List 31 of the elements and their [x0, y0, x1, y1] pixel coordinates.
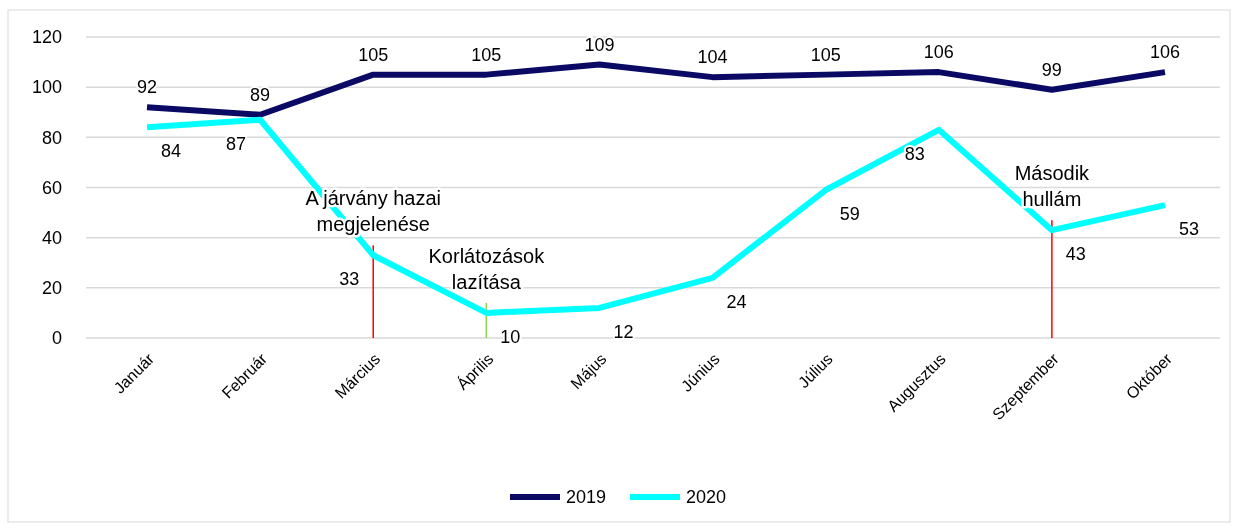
y-tick-label: 40: [41, 227, 62, 248]
data-label: 33: [339, 269, 360, 290]
data-label: 87: [226, 133, 247, 154]
data-label: 12: [613, 321, 634, 342]
data-label: 106: [1149, 42, 1181, 63]
y-tick-label: 0: [51, 328, 62, 349]
data-label: 83: [904, 143, 925, 164]
legend-label: 2020: [686, 487, 727, 508]
y-tick-label: 60: [41, 177, 62, 198]
y-tick-label: 20: [41, 278, 62, 299]
ref-line-label: Korlátozások lazítása: [428, 244, 546, 293]
data-label: 10: [500, 326, 521, 347]
y-tick-label: 100: [31, 77, 62, 98]
data-label: 105: [471, 44, 502, 65]
data-label: 24: [726, 291, 747, 312]
data-label: 99: [1041, 59, 1062, 80]
y-tick-label: 120: [31, 27, 62, 48]
data-label: 104: [697, 47, 728, 68]
data-label: 105: [810, 44, 841, 65]
data-label: 109: [584, 34, 615, 55]
data-label: 92: [136, 77, 158, 98]
data-label: 53: [1178, 219, 1200, 240]
ref-line-label: Második hullám: [1014, 162, 1091, 211]
data-label: 89: [250, 84, 271, 105]
y-tick-label: 80: [41, 127, 62, 148]
legend-label: 2019: [566, 487, 607, 508]
data-label: 43: [1065, 244, 1086, 265]
data-label: 105: [358, 44, 389, 65]
data-label: 59: [839, 204, 860, 225]
data-label: 84: [160, 141, 182, 162]
data-label: 106: [923, 42, 954, 63]
